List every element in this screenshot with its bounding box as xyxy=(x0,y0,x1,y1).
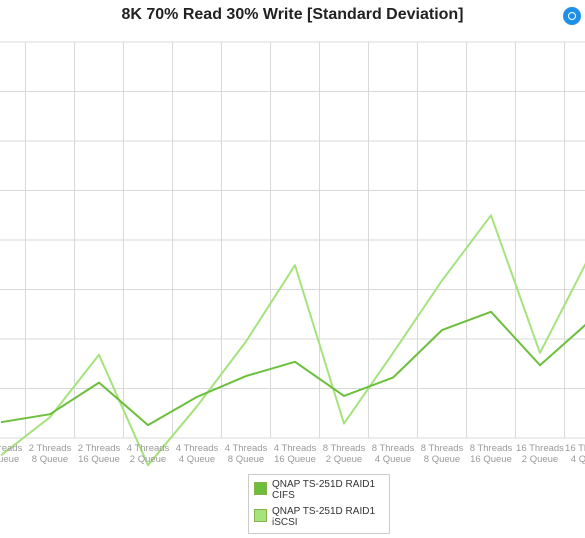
x-tick-label: 16 Threads 2 Queue xyxy=(516,443,564,465)
series-lines xyxy=(0,214,585,467)
x-tick-label: 8 Threads 16 Queue xyxy=(470,443,513,465)
x-tick-label: 4 Threads 4 Queue xyxy=(176,443,219,465)
x-tick-label: 4 Threads 8 Queue xyxy=(225,443,268,465)
series-line-cifs[interactable] xyxy=(0,310,585,427)
x-tick-label: 8 Threads 4 Queue xyxy=(372,443,415,465)
chart-legend: QNAP TS-251D RAID1 CIFS QNAP TS-251D RAI… xyxy=(248,474,390,534)
legend-swatch-iscsi xyxy=(254,509,267,522)
legend-swatch-cifs xyxy=(254,482,267,495)
legend-item-cifs[interactable]: QNAP TS-251D RAID1 CIFS xyxy=(254,479,384,501)
x-tick-label: 2 Threads 16 Queue xyxy=(78,443,121,465)
x-tick-label: 8 Threads 8 Queue xyxy=(421,443,464,465)
legend-label-iscsi: QNAP TS-251D RAID1 iSCSI xyxy=(272,506,376,528)
x-tick-label: 4 Threads 2 Queue xyxy=(127,443,170,465)
x-tick-label: 8 Threads 2 Queue xyxy=(323,443,366,465)
grid-layer xyxy=(0,41,585,439)
legend-item-iscsi[interactable]: QNAP TS-251D RAID1 iSCSI xyxy=(254,506,384,528)
series-line-iscsi[interactable] xyxy=(0,214,585,467)
x-tick-label: 4 Threads 16 Queue xyxy=(274,443,317,465)
info-icon[interactable] xyxy=(563,7,581,25)
chart-title: 8K 70% Read 30% Write [Standard Deviatio… xyxy=(121,6,464,23)
legend-label-cifs: QNAP TS-251D RAID1 CIFS xyxy=(272,479,376,501)
x-tick-label: 2 Threads 8 Queue xyxy=(29,443,72,465)
